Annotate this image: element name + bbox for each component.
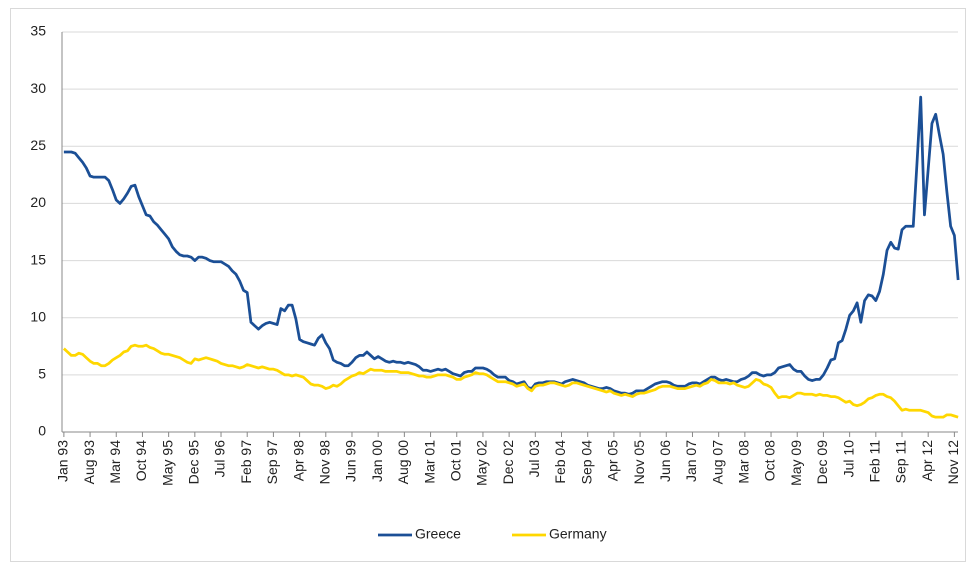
x-tick-label: May 09 [788,440,804,486]
x-tick-label: Sep 97 [264,440,280,485]
x-tick-label: Nov 98 [316,440,332,485]
legend-label: Germany [549,526,607,542]
x-tick-label: Oct 94 [133,440,149,481]
legend-label: Greece [415,526,461,542]
x-tick-label: Sep 11 [893,440,909,484]
y-tick-label: 30 [30,80,46,96]
x-tick-label: Jan 00 [369,440,385,482]
x-tick-label: Apr 05 [605,440,621,481]
x-tick-label: Aug 00 [395,440,411,485]
x-tick-label: Apr 12 [919,440,935,481]
x-tick-label: Feb 04 [552,440,568,484]
series-line [63,95,960,396]
y-tick-label: 25 [30,137,46,153]
x-tick-label: Jan 07 [683,440,699,482]
x-tick-label: Oct 08 [762,440,778,481]
x-tick-label: Nov 05 [631,440,647,485]
y-tick-label: 0 [38,423,46,439]
x-tick-label: Feb 97 [238,440,254,484]
x-tick-label: May 02 [474,440,490,486]
x-tick-label: Sep 04 [578,440,594,485]
x-tick-label: May 95 [159,440,175,486]
x-tick-label: Aug 07 [709,440,725,485]
y-tick-label: 35 [30,23,46,39]
x-tick-label: Jul 03 [526,440,542,478]
x-tick-label: Feb 11 [867,440,883,483]
x-tick-label: Dec 09 [814,440,830,485]
y-tick-label: 5 [38,366,46,382]
x-tick-label: Mar 01 [421,440,437,484]
series-line [62,343,959,419]
x-tick-label: Oct 01 [447,440,463,481]
y-tick-label: 15 [30,251,46,267]
x-tick-label: Mar 08 [736,440,752,484]
x-tick-label: Jul 10 [840,440,856,478]
x-tick-label: Apr 98 [290,440,306,481]
x-tick-label: Jun 06 [657,440,673,482]
x-tick-label: Dec 02 [500,440,516,485]
x-tick-label: Nov 12 [945,440,961,485]
x-tick-label: Mar 94 [107,440,123,484]
x-tick-label: Jun 99 [343,440,359,482]
x-tick-label: Jan 93 [55,440,71,482]
y-tick-label: 10 [30,308,46,324]
x-tick-label: Aug 93 [81,440,97,485]
x-tick-label: Jul 96 [212,440,228,478]
y-tick-label: 20 [30,194,46,210]
x-tick-label: Dec 95 [186,440,202,485]
chart-border [10,8,966,562]
